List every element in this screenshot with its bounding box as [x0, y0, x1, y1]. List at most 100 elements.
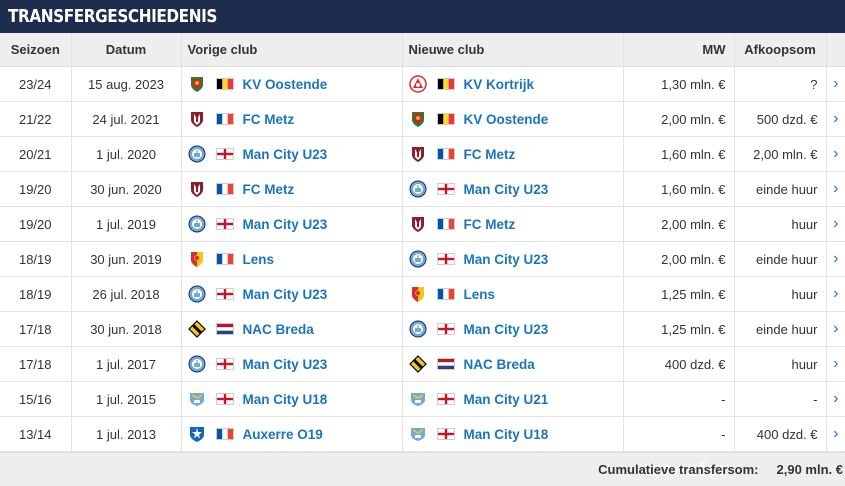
market-value-cell: 1,30 mln. € [622, 66, 734, 102]
chevron-right-icon[interactable]: › [825, 171, 845, 207]
england-flag-icon [436, 253, 455, 265]
metz-crest-icon[interactable] [409, 215, 427, 233]
mancity-crest-icon[interactable] [409, 320, 427, 338]
chevron-right-icon[interactable]: › [825, 241, 845, 277]
mancity-old-crest-icon[interactable] [409, 425, 427, 443]
to-club-link[interactable]: Lens [463, 286, 496, 302]
table-row[interactable]: 18/19 26 jul. 2018 Man City U23 Lens 1,2… [0, 276, 845, 312]
col-header-arrow [825, 33, 845, 67]
chevron-right-icon[interactable]: › [825, 416, 845, 452]
col-header-to[interactable]: Nieuwe club [401, 33, 623, 67]
metz-crest-icon[interactable] [188, 180, 206, 198]
transfer-table: Seizoen Datum Vorige club Nieuwe club MW… [0, 33, 845, 452]
to-club-link[interactable]: Man City U23 [463, 181, 549, 197]
england-flag-icon [436, 428, 455, 440]
to-club-link[interactable]: Man City U18 [463, 426, 549, 442]
fee-cell: ? [733, 66, 826, 102]
to-club-cell: KV Oostende [401, 101, 623, 137]
chevron-right-icon[interactable]: › [825, 136, 845, 172]
date-cell: 30 jun. 2018 [70, 311, 181, 347]
kortrijk-crest-icon[interactable] [408, 75, 427, 93]
col-header-fee[interactable]: Afkoopsom [733, 33, 826, 67]
from-club-cell: FC Metz [180, 101, 402, 137]
chevron-right-icon[interactable]: › [825, 206, 845, 242]
from-club-link[interactable]: NAC Breda [242, 321, 314, 337]
netherlands-flag-icon [436, 358, 455, 370]
to-club-link[interactable]: Man City U23 [463, 251, 549, 267]
table-row[interactable]: 17/18 30 jun. 2018 NAC Breda Man City U2… [0, 311, 845, 347]
from-club-link[interactable]: Man City U23 [242, 216, 328, 232]
mancity-crest-icon[interactable] [188, 285, 206, 303]
to-club-cell: FC Metz [401, 136, 623, 172]
to-club-link[interactable]: KV Oostende [463, 111, 549, 127]
nac-crest-icon[interactable] [408, 355, 427, 373]
col-header-date[interactable]: Datum [70, 33, 181, 67]
mancity-crest-icon[interactable] [188, 355, 206, 373]
lens-crest-icon[interactable] [409, 285, 427, 303]
market-value-cell: 1,25 mln. € [622, 276, 734, 312]
from-club-link[interactable]: Man City U23 [242, 146, 328, 162]
oostende-crest-icon[interactable] [188, 75, 206, 93]
date-cell: 24 jul. 2021 [70, 101, 181, 137]
fee-cell: 400 dzd. € [733, 416, 826, 452]
from-club-link[interactable]: Man City U18 [242, 391, 328, 407]
from-club-link[interactable]: FC Metz [242, 111, 295, 127]
season-cell: 15/16 [0, 381, 71, 417]
table-header-row: Seizoen Datum Vorige club Nieuwe club MW… [0, 33, 845, 67]
france-flag-icon [215, 428, 234, 440]
fee-cell: - [733, 381, 826, 417]
chevron-right-icon[interactable]: › [825, 276, 845, 312]
england-flag-icon [215, 288, 234, 300]
from-club-cell: Lens [180, 241, 402, 277]
mancity-old-crest-icon[interactable] [409, 390, 427, 408]
oostende-crest-icon[interactable] [409, 110, 427, 128]
auxerre-crest-icon[interactable] [188, 425, 206, 443]
table-row[interactable]: 23/24 15 aug. 2023 KV Oostende KV Kortri… [0, 66, 845, 102]
to-club-link[interactable]: NAC Breda [463, 356, 535, 372]
from-club-link[interactable]: Man City U23 [242, 356, 328, 372]
chevron-right-icon[interactable]: › [825, 66, 845, 102]
col-header-mv[interactable]: MW [622, 33, 734, 67]
from-club-link[interactable]: FC Metz [242, 181, 295, 197]
france-flag-icon [215, 253, 234, 265]
mancity-crest-icon[interactable] [188, 145, 206, 163]
table-row[interactable]: 15/16 1 jul. 2015 Man City U18 Man City … [0, 381, 845, 417]
cumulative-fee-label: Cumulatieve transfersom: [598, 462, 759, 477]
to-club-cell: Lens [401, 276, 623, 312]
mancity-old-crest-icon[interactable] [188, 390, 206, 408]
lens-crest-icon[interactable] [188, 250, 206, 268]
metz-crest-icon[interactable] [409, 145, 427, 163]
from-club-link[interactable]: KV Oostende [242, 76, 328, 92]
col-header-from[interactable]: Vorige club [180, 33, 402, 67]
from-club-link[interactable]: Lens [242, 251, 275, 267]
mancity-crest-icon[interactable] [188, 215, 206, 233]
table-footer: transfer Cumulatieve transfersom: 2,90 ml… [0, 452, 845, 486]
table-row[interactable]: 19/20 1 jul. 2019 Man City U23 FC Metz 2… [0, 206, 845, 242]
mancity-crest-icon[interactable] [409, 180, 427, 198]
to-club-link[interactable]: FC Metz [463, 146, 516, 162]
metz-crest-icon[interactable] [188, 110, 206, 128]
chevron-right-icon[interactable]: › [825, 101, 845, 137]
chevron-right-icon[interactable]: › [825, 381, 845, 417]
from-club-cell: Auxerre O19 [180, 416, 402, 452]
table-row[interactable]: 20/21 1 jul. 2020 Man City U23 FC Metz 1… [0, 136, 845, 172]
cumulative-fee: Cumulatieve transfersom: 2,90 mln. € [598, 462, 843, 477]
mancity-crest-icon[interactable] [409, 250, 427, 268]
table-row[interactable]: 13/14 1 jul. 2013 Auxerre O19 Man City U… [0, 416, 845, 452]
chevron-right-icon[interactable]: › [825, 311, 845, 347]
col-header-season[interactable]: Seizoen [0, 33, 71, 67]
from-club-link[interactable]: Auxerre O19 [242, 426, 323, 442]
from-club-link[interactable]: Man City U23 [242, 286, 328, 302]
table-row[interactable]: 17/18 1 jul. 2017 Man City U23 NAC Breda… [0, 346, 845, 382]
chevron-right-icon[interactable]: › [825, 346, 845, 382]
season-cell: 13/14 [0, 416, 71, 452]
table-row[interactable]: 21/22 24 jul. 2021 FC Metz KV Oostende 2… [0, 101, 845, 137]
fee-cell: 500 dzd. € [733, 101, 826, 137]
to-club-link[interactable]: FC Metz [463, 216, 516, 232]
nac-crest-icon[interactable] [187, 320, 206, 338]
to-club-link[interactable]: Man City U23 [463, 321, 549, 337]
table-row[interactable]: 18/19 30 jun. 2019 Lens Man City U23 2,0… [0, 241, 845, 277]
table-row[interactable]: 19/20 30 jun. 2020 FC Metz Man City U23 … [0, 171, 845, 207]
to-club-link[interactable]: KV Kortrijk [463, 76, 535, 92]
to-club-link[interactable]: Man City U21 [463, 391, 549, 407]
